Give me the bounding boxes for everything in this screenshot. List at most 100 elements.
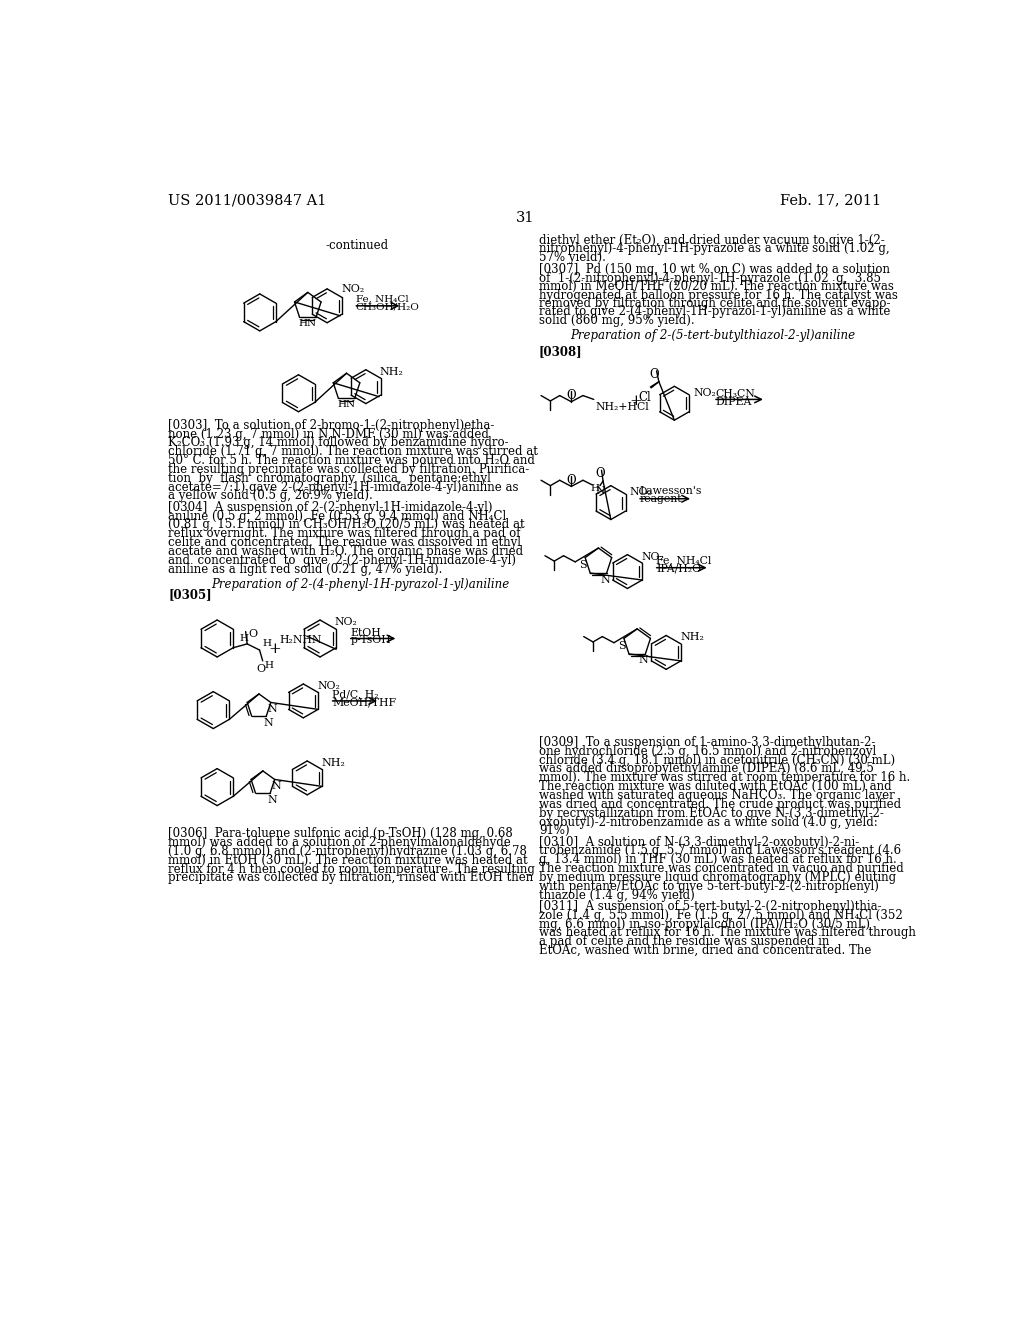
Text: N: N bbox=[271, 781, 282, 791]
Text: [0303]  To a solution of 2-bromo-1-(2-nitrophenyl)etha-: [0303] To a solution of 2-bromo-1-(2-nit… bbox=[168, 418, 495, 432]
Text: acetate and washed with H₂O. The organic phase was dried: acetate and washed with H₂O. The organic… bbox=[168, 545, 523, 558]
Text: [0306]  Para-toluene sulfonic acid (p-TsOH) (128 mg, 0.68: [0306] Para-toluene sulfonic acid (p-TsO… bbox=[168, 828, 513, 840]
Text: by recrystallization from EtOAc to give N-(3,3-dimethyl-2-: by recrystallization from EtOAc to give … bbox=[539, 807, 884, 820]
Text: CH₃OH/H₂O: CH₃OH/H₂O bbox=[355, 302, 420, 312]
Text: hydrogenated at balloon pressure for 16 h. The catalyst was: hydrogenated at balloon pressure for 16 … bbox=[539, 289, 898, 301]
Text: NH₂: NH₂ bbox=[680, 632, 705, 643]
Text: mmol) was added to a solution of 2-phenylmalonaldehyde: mmol) was added to a solution of 2-pheny… bbox=[168, 836, 511, 849]
Text: 50° C. for 5 h. The reaction mixture was poured into H₂O and: 50° C. for 5 h. The reaction mixture was… bbox=[168, 454, 536, 467]
Text: EtOAc, washed with brine, dried and concentrated. The: EtOAc, washed with brine, dried and conc… bbox=[539, 944, 871, 957]
Text: S: S bbox=[579, 560, 587, 570]
Text: aniline (0.5 g, 2 mmol), Fe (0.53 g, 9.4 mmol) and NH₄Cl: aniline (0.5 g, 2 mmol), Fe (0.53 g, 9.4… bbox=[168, 510, 507, 523]
Text: [0308]: [0308] bbox=[539, 345, 583, 358]
Text: K₂CO₃ (1.93 g, 14 mmol) followed by benzamidine hydro-: K₂CO₃ (1.93 g, 14 mmol) followed by benz… bbox=[168, 437, 509, 449]
Text: reagent: reagent bbox=[640, 494, 682, 504]
Text: N: N bbox=[639, 656, 648, 665]
Text: H: H bbox=[264, 661, 273, 669]
Text: NO₂: NO₂ bbox=[630, 487, 652, 498]
Text: CH₃CN: CH₃CN bbox=[716, 389, 756, 400]
Text: oxobutyl)-2-nitrobenzamide as a white solid (4.0 g, yield:: oxobutyl)-2-nitrobenzamide as a white so… bbox=[539, 816, 878, 829]
Text: Preparation of 2-(5-tert-butylthiazol-2-yl)aniline: Preparation of 2-(5-tert-butylthiazol-2-… bbox=[569, 330, 855, 342]
Text: celite and concentrated. The residue was dissolved in ethyl: celite and concentrated. The residue was… bbox=[168, 536, 521, 549]
Text: [0305]: [0305] bbox=[168, 589, 212, 602]
Text: g, 13.4 mmol) in THF (30 mL) was heated at reflux for 16 h.: g, 13.4 mmol) in THF (30 mL) was heated … bbox=[539, 853, 896, 866]
Text: was added diisopropylethylamine (DIPEA) (8.6 mL, 49.5: was added diisopropylethylamine (DIPEA) … bbox=[539, 763, 873, 775]
Text: washed with saturated aqueous NaHCO₃. The organic layer: washed with saturated aqueous NaHCO₃. Th… bbox=[539, 789, 895, 803]
Text: N: N bbox=[595, 487, 605, 496]
Text: NH₂+HCl: NH₂+HCl bbox=[595, 401, 649, 412]
Text: tion  by  flash  chromatography  (silica,  pentane:ethyl: tion by flash chromatography (silica, pe… bbox=[168, 471, 492, 484]
Text: chloride (3.4 g, 18.1 mmol) in acetonitrile (CH₃CN) (30 mL): chloride (3.4 g, 18.1 mmol) in acetonitr… bbox=[539, 754, 895, 767]
Text: chloride (1.71 g, 7 mmol). The reaction mixture was stirred at: chloride (1.71 g, 7 mmol). The reaction … bbox=[168, 445, 539, 458]
Text: [0307]  Pd (150 mg, 10 wt % on C) was added to a solution: [0307] Pd (150 mg, 10 wt % on C) was add… bbox=[539, 263, 890, 276]
Text: mg, 6.6 mmol) in iso-propylalcohol (IPA)/H₂O (30/5 mL): mg, 6.6 mmol) in iso-propylalcohol (IPA)… bbox=[539, 917, 869, 931]
Text: aniline as a light red solid (0.21 g, 47% yield).: aniline as a light red solid (0.21 g, 47… bbox=[168, 562, 442, 576]
Text: The reaction mixture was diluted with EtOAc (100 mL) and: The reaction mixture was diluted with Et… bbox=[539, 780, 891, 793]
Text: NO₂: NO₂ bbox=[317, 681, 340, 690]
Text: was dried and concentrated. The crude product was purified: was dried and concentrated. The crude pr… bbox=[539, 797, 901, 810]
Text: mmol). The mixture was stirred at room temperature for 16 h.: mmol). The mixture was stirred at room t… bbox=[539, 771, 910, 784]
Text: NO₂: NO₂ bbox=[334, 616, 356, 627]
Text: diethyl ether (Et₂O), and dried under vacuum to give 1-(2-: diethyl ether (Et₂O), and dried under va… bbox=[539, 234, 885, 247]
Text: by medium pressure liquid chromatography (MPLC) eluting: by medium pressure liquid chromatography… bbox=[539, 871, 896, 884]
Text: Fe, NH₄Cl: Fe, NH₄Cl bbox=[355, 296, 409, 304]
Text: 31: 31 bbox=[515, 211, 535, 224]
Text: N: N bbox=[600, 574, 610, 585]
Text: NO₂: NO₂ bbox=[693, 388, 716, 397]
Text: IPA/H₂O: IPA/H₂O bbox=[656, 564, 701, 573]
Text: The reaction mixture was concentrated in vacuo and purified: The reaction mixture was concentrated in… bbox=[539, 862, 903, 875]
Text: Cl: Cl bbox=[639, 391, 651, 404]
Text: HN: HN bbox=[338, 400, 355, 409]
Text: 91%): 91%) bbox=[539, 825, 569, 837]
Text: and  concentrated  to  give  2-(2-phenyl-1H-imidazole-4-yl): and concentrated to give 2-(2-phenyl-1H-… bbox=[168, 554, 516, 566]
Text: O: O bbox=[566, 389, 577, 403]
Text: acetate=7:1) gave 2-(2-phenyl-1H-imidazole-4-yl)aniline as: acetate=7:1) gave 2-(2-phenyl-1H-imidazo… bbox=[168, 480, 519, 494]
Text: rated to give 2-(4-phenyl-1H-pyrazol-1-yl)aniline as a white: rated to give 2-(4-phenyl-1H-pyrazol-1-y… bbox=[539, 305, 890, 318]
Text: O: O bbox=[595, 467, 605, 480]
Text: H: H bbox=[591, 484, 600, 494]
Text: H: H bbox=[263, 639, 271, 648]
Text: +: + bbox=[630, 395, 642, 408]
Text: zole (1.4 g, 5.5 mmol), Fe (1.5 g, 27.5 mmol) and NH₄Cl (352: zole (1.4 g, 5.5 mmol), Fe (1.5 g, 27.5 … bbox=[539, 908, 902, 921]
Text: H₂NHN: H₂NHN bbox=[280, 635, 323, 644]
Text: of  1-(2-nitrophenyl)-4-phenyl-1H-pyrazole  (1.02  g,  3.85: of 1-(2-nitrophenyl)-4-phenyl-1H-pyrazol… bbox=[539, 272, 881, 285]
Text: 57% yield).: 57% yield). bbox=[539, 251, 605, 264]
Text: none (1.23 g, 7 mmol) in N,N-DMF (30 ml) was added: none (1.23 g, 7 mmol) in N,N-DMF (30 ml)… bbox=[168, 428, 489, 441]
Text: was heated at reflux for 16 h. The mixture was filtered through: was heated at reflux for 16 h. The mixtu… bbox=[539, 927, 915, 940]
Text: DIPEA: DIPEA bbox=[716, 397, 752, 407]
Text: reflux for 4 h then cooled to room temperature. The resulting: reflux for 4 h then cooled to room tempe… bbox=[168, 862, 536, 875]
Text: N: N bbox=[267, 795, 276, 805]
Text: a pad of celite and the residue was suspended in: a pad of celite and the residue was susp… bbox=[539, 936, 829, 948]
Text: NO₂: NO₂ bbox=[641, 552, 665, 561]
Text: trobenzamide (1.5 g, 5.7 mmol) and Lawesson's reagent (4.6: trobenzamide (1.5 g, 5.7 mmol) and Lawes… bbox=[539, 845, 901, 858]
Text: a yellow solid (0.5 g, 26.9% yield).: a yellow solid (0.5 g, 26.9% yield). bbox=[168, 490, 373, 503]
Text: N: N bbox=[263, 718, 273, 727]
Text: [0309]  To a suspension of 1-amino-3,3-dimethylbutan-2-: [0309] To a suspension of 1-amino-3,3-di… bbox=[539, 737, 876, 748]
Text: -continued: -continued bbox=[326, 239, 389, 252]
Text: NH₂: NH₂ bbox=[380, 367, 403, 376]
Text: US 2011/0039847 A1: US 2011/0039847 A1 bbox=[168, 193, 327, 207]
Text: S: S bbox=[617, 640, 626, 651]
Text: H: H bbox=[240, 634, 249, 643]
Text: the resulting precipitate was collected by filtration. Purifica-: the resulting precipitate was collected … bbox=[168, 463, 529, 477]
Text: Pd/C, H₂: Pd/C, H₂ bbox=[332, 689, 379, 700]
Text: Preparation of 2-(4-phenyl-1H-pyrazol-1-yl)aniline: Preparation of 2-(4-phenyl-1H-pyrazol-1-… bbox=[211, 578, 509, 590]
Text: [0311]  A suspension of 5-tert-butyl-2-(2-nitrophenyl)thia-: [0311] A suspension of 5-tert-butyl-2-(2… bbox=[539, 900, 882, 913]
Text: O: O bbox=[566, 474, 577, 487]
Text: removed by filtration through celite and the solvent evapo-: removed by filtration through celite and… bbox=[539, 297, 890, 310]
Text: solid (860 mg, 95% yield).: solid (860 mg, 95% yield). bbox=[539, 314, 694, 327]
Text: [0310]  A solution of N-(3,3-dimethyl-2-oxobutyl)-2-ni-: [0310] A solution of N-(3,3-dimethyl-2-o… bbox=[539, 836, 859, 849]
Text: O: O bbox=[649, 368, 659, 381]
Text: precipitate was collected by filtration, rinsed with EtOH then: precipitate was collected by filtration,… bbox=[168, 871, 534, 884]
Text: mmol) in MeOH/THF (20/20 mL). The reaction mixture was: mmol) in MeOH/THF (20/20 mL). The reacti… bbox=[539, 280, 894, 293]
Text: Feb. 17, 2011: Feb. 17, 2011 bbox=[780, 193, 882, 207]
Text: thiazole (1.4 g, 94% yield): thiazole (1.4 g, 94% yield) bbox=[539, 888, 694, 902]
Text: O: O bbox=[249, 630, 258, 639]
Text: NO₂: NO₂ bbox=[341, 284, 365, 294]
Text: Fe, NH₄Cl: Fe, NH₄Cl bbox=[656, 556, 712, 565]
Text: N: N bbox=[267, 704, 278, 714]
Text: nitrophenyl)-4-phenyl-1H-pyrazole as a white solid (1.02 g,: nitrophenyl)-4-phenyl-1H-pyrazole as a w… bbox=[539, 243, 890, 255]
Text: [0304]  A suspension of 2-(2-phenyl-1H-imidazole-4-yl): [0304] A suspension of 2-(2-phenyl-1H-im… bbox=[168, 500, 493, 513]
Text: MeOH/THF: MeOH/THF bbox=[332, 697, 396, 708]
Text: mmol) in EtOH (30 mL). The reaction mixture was heated at: mmol) in EtOH (30 mL). The reaction mixt… bbox=[168, 854, 528, 867]
